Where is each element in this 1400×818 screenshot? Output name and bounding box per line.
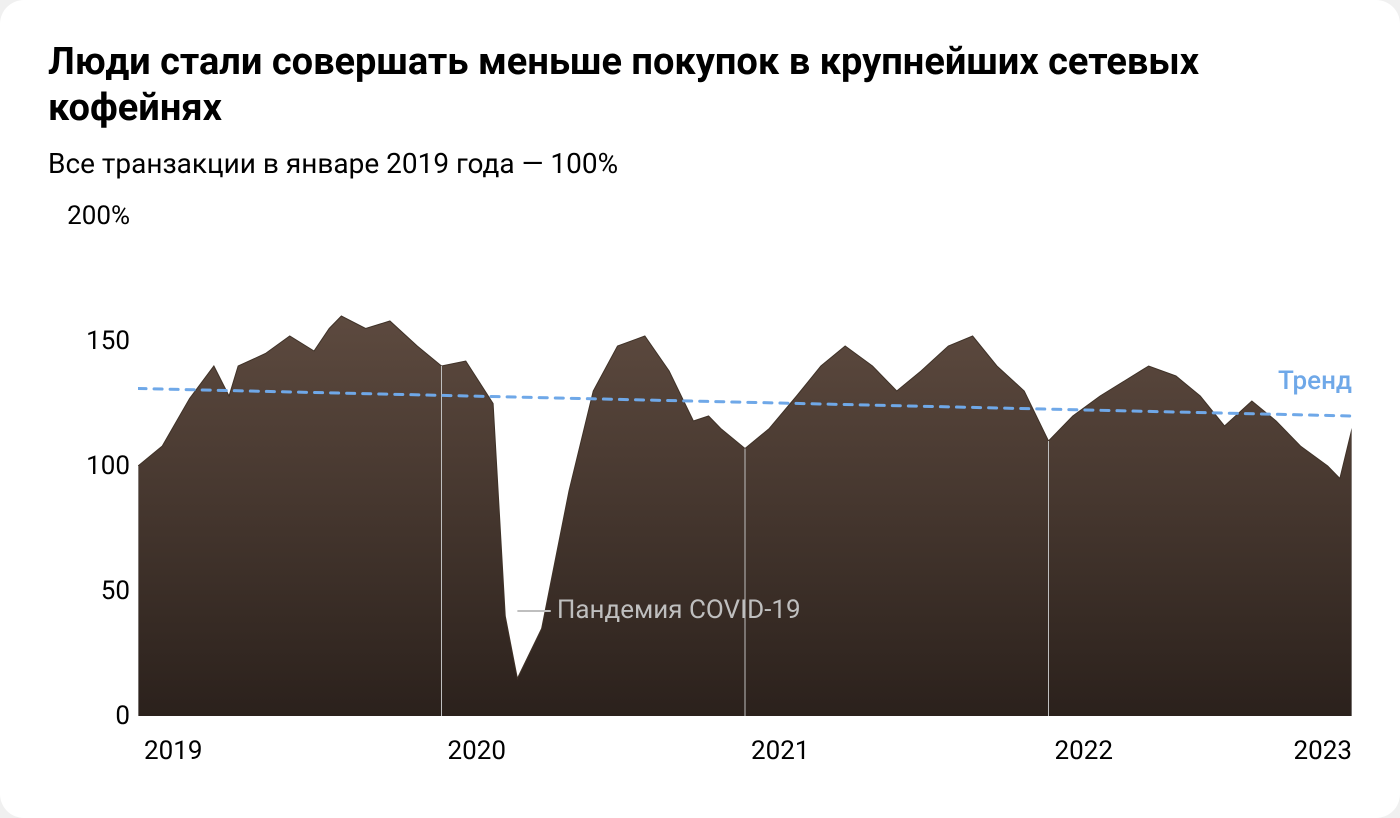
trend-label: Тренд [1278,366,1352,396]
x-tick-label: 2019 [144,736,202,766]
covid-annotation-label: Пандемия COVID-19 [557,595,801,625]
y-tick-label: 100 [48,451,130,481]
y-tick-label: 150 [48,326,130,356]
x-tick-label: 2020 [448,736,506,766]
chart-subtitle: Все транзакции в январе 2019 года — 100% [48,147,1352,180]
x-tick-label: 2022 [1055,736,1113,766]
plot-region: Тренд Пандемия COVID-19 [138,216,1352,716]
chart-title: Люди стали совершать меньше покупок в кр… [48,40,1352,131]
y-axis: 200%150100500 [48,216,138,716]
chart-card: Люди стали совершать меньше покупок в кр… [0,0,1400,818]
x-axis: 2019 2020 2021 2022 2023 [138,726,1352,776]
chart-area: 200%150100500 ТрендПандемия COVID-19 201… [48,216,1352,776]
chart-svg [138,216,1352,716]
y-tick-label: 0 [48,701,130,731]
y-tick-label: 50 [48,576,130,606]
y-tick-label: 200% [48,201,130,231]
x-tick-label: 2023 [1294,736,1352,766]
x-tick-label: 2021 [751,736,809,766]
